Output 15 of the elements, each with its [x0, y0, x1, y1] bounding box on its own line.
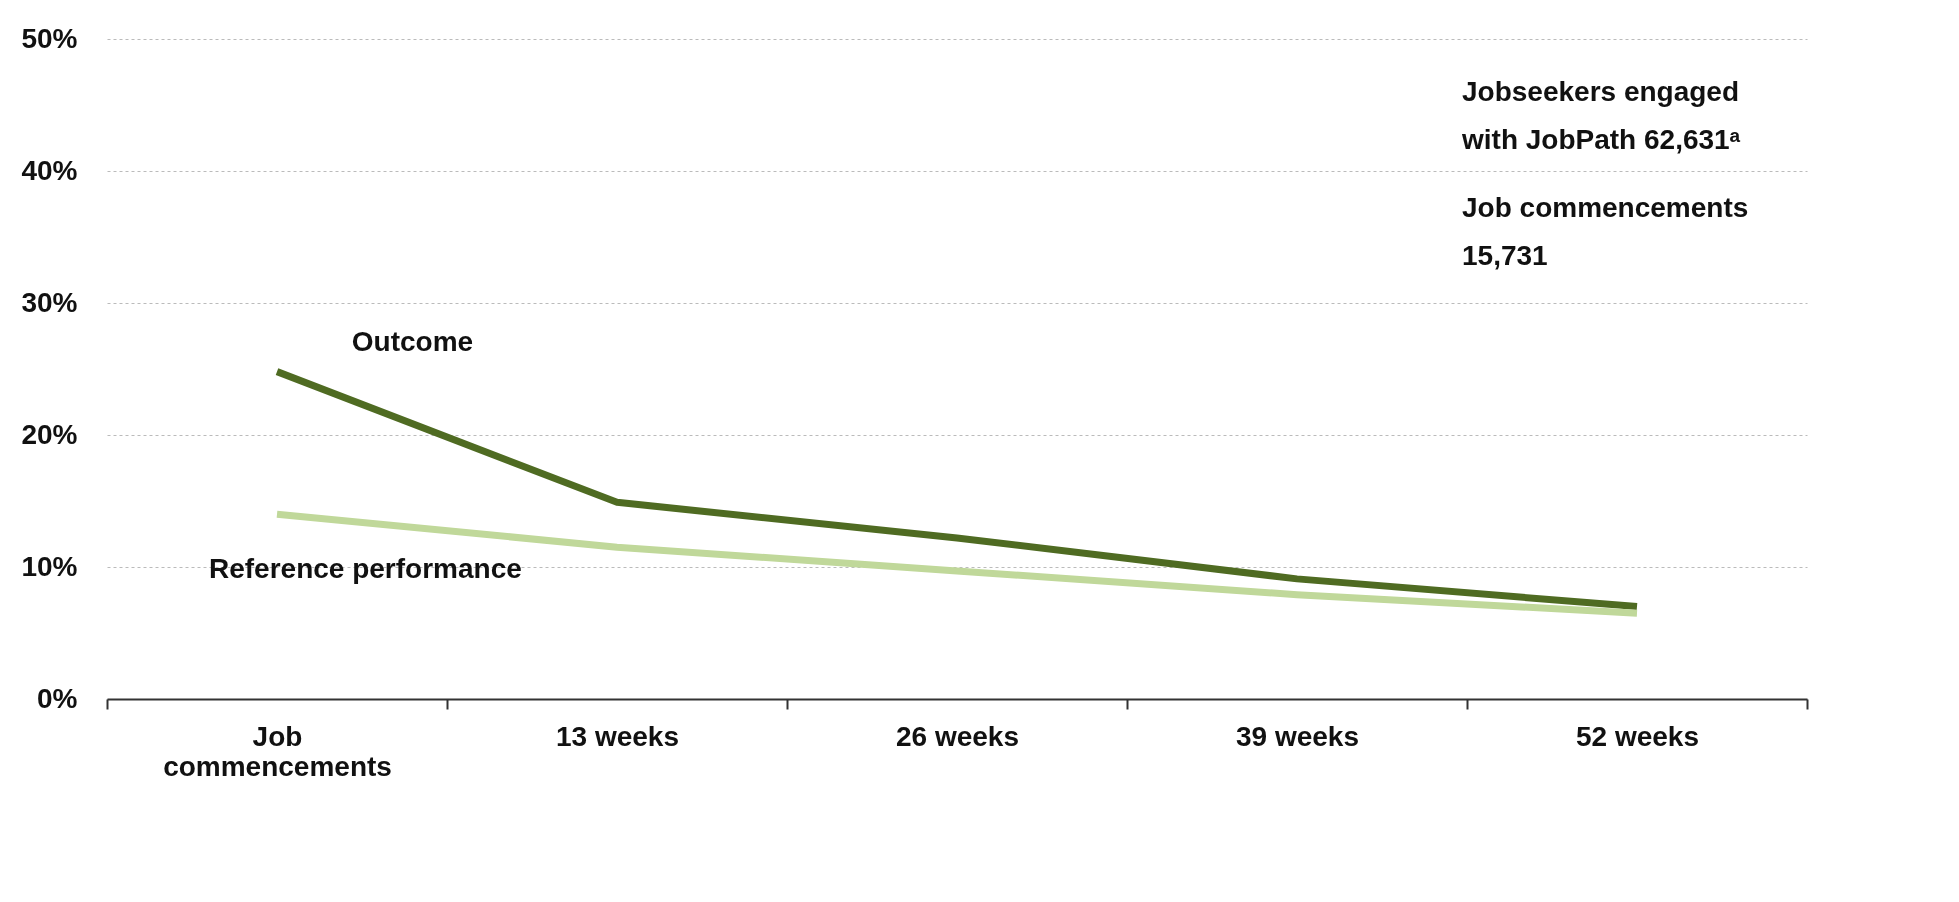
y-tick-label: 50%	[21, 22, 78, 54]
x-tick-label: Job commencements	[163, 720, 392, 782]
y-tick-label: 40%	[21, 154, 78, 186]
x-tick-label: 26 weeks	[896, 720, 1019, 752]
y-tick-label: 30%	[21, 286, 78, 318]
annotation: Jobseekers engaged with JobPath 62,631ᵃ	[1461, 76, 1741, 155]
y-tick-label: 0%	[37, 682, 78, 714]
y-tick-label: 20%	[21, 418, 78, 450]
x-tick-label: 13 weeks	[556, 720, 679, 752]
annotation: Job commencements 15,731	[1462, 192, 1749, 271]
y-tick-label: 10%	[21, 550, 78, 582]
x-tick-label: 39 weeks	[1236, 720, 1359, 752]
series-label: Reference performance	[209, 552, 522, 584]
x-tick-label: 52 weeks	[1576, 720, 1699, 752]
series-label: Outcome	[351, 325, 474, 357]
